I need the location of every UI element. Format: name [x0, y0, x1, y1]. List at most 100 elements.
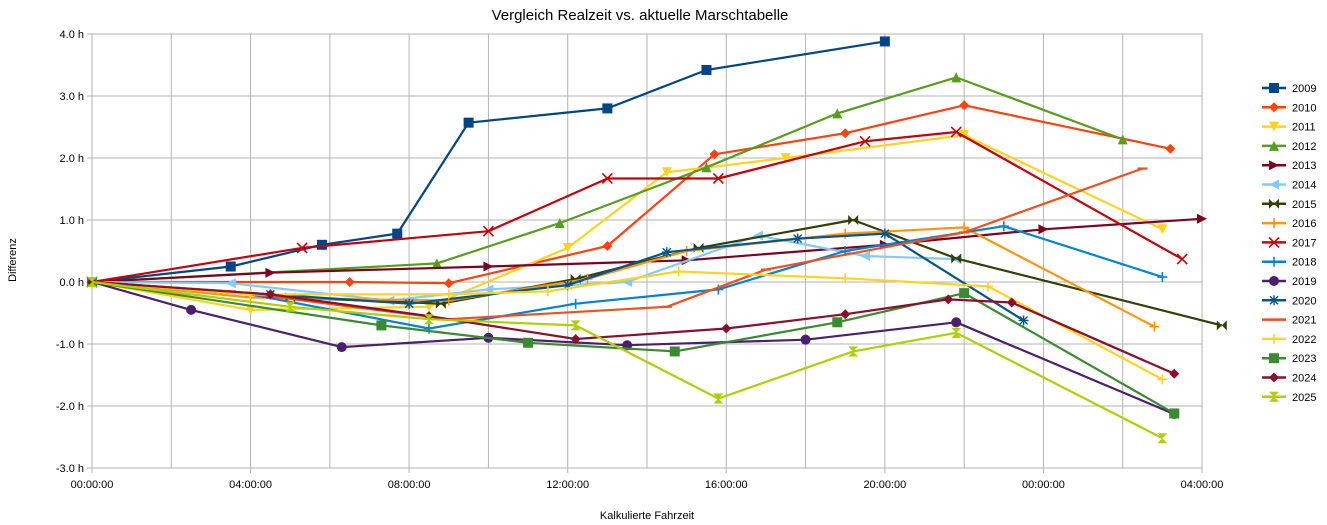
data-point — [879, 36, 890, 47]
data-point — [423, 314, 434, 320]
data-point-half — [423, 319, 434, 325]
data-point — [1197, 213, 1207, 224]
series-line — [91, 280, 1163, 440]
data-point — [1157, 374, 1168, 385]
data-point — [225, 278, 236, 289]
data-point — [296, 242, 308, 254]
data-point — [392, 228, 403, 239]
data-point — [840, 273, 851, 284]
data-point — [950, 126, 962, 138]
data-point — [982, 281, 993, 292]
legend-marker — [1269, 256, 1279, 267]
legend-marker-half — [1269, 396, 1279, 402]
data-point — [443, 278, 454, 289]
legend-entry: 2011 — [1262, 121, 1316, 134]
plot-area-border — [91, 33, 1203, 469]
data-point-half — [285, 306, 296, 312]
data-point — [87, 277, 97, 282]
data-point — [1149, 321, 1160, 332]
legend-marker — [1269, 140, 1279, 151]
legend-label: 2013 — [1292, 160, 1316, 172]
data-point — [753, 230, 763, 241]
x-axis-label: Kalkulierte Fahrzeit — [600, 510, 694, 522]
x-axis-ticks: 00:00:00 04:00:00 08:00:00 12:00:00 16:00:00… — [71, 468, 1224, 491]
legend-entry: 2012 — [1262, 140, 1316, 153]
legend-marker — [1269, 333, 1279, 344]
series-line — [91, 270, 1163, 381]
data-point — [265, 267, 276, 278]
legend-marker — [1269, 295, 1279, 306]
data-point — [800, 334, 811, 345]
data-point — [998, 221, 1009, 232]
data-point — [951, 317, 962, 328]
legend-entry: 2010 — [1262, 102, 1316, 114]
data-point-half — [853, 215, 859, 225]
y-tick-label: -2.0 h — [56, 401, 84, 413]
data-point — [542, 286, 553, 297]
data-point — [840, 309, 851, 320]
data-point — [570, 298, 581, 309]
data-point — [848, 215, 854, 225]
series-line — [91, 130, 1183, 284]
legend-entry: 2017 — [1262, 236, 1316, 249]
data-point — [562, 280, 573, 291]
y-tick-label: 2.0 h — [60, 153, 84, 165]
data-point — [721, 323, 732, 334]
data-point — [562, 242, 573, 253]
x-tick-label: 16:00:00 — [705, 479, 748, 491]
series-2009 — [87, 36, 890, 287]
series-2022 — [87, 266, 1168, 385]
data-point — [1006, 297, 1017, 308]
data-point — [959, 288, 970, 299]
data-point — [285, 301, 296, 307]
x-tick-label: 00:00:00 — [71, 479, 114, 491]
data-point — [554, 218, 565, 229]
data-point-half — [1157, 438, 1168, 444]
legend-marker — [1269, 83, 1279, 93]
series-line — [91, 280, 1175, 416]
legend-marker — [1269, 391, 1279, 397]
data-point-half — [848, 351, 859, 357]
data-point — [832, 108, 843, 119]
data-point — [570, 320, 581, 326]
legend-entry: 2016 — [1262, 218, 1316, 230]
data-point — [669, 346, 680, 357]
data-point-half — [713, 398, 724, 404]
legend-marker — [1269, 372, 1279, 383]
series-line — [91, 40, 886, 284]
x-tick-label: 08:00:00 — [388, 479, 431, 491]
data-point — [482, 225, 494, 237]
series-2025 — [87, 277, 1168, 444]
data-point — [570, 334, 581, 345]
data-point-half — [1221, 320, 1227, 331]
series-2017 — [86, 126, 1188, 288]
x-tick-label: 00:00:00 — [1022, 479, 1065, 491]
legend-label: 2012 — [1292, 141, 1316, 153]
x-tick-label: 04:00:00 — [1181, 479, 1224, 491]
data-point — [483, 284, 494, 295]
data-point — [860, 250, 871, 261]
legend-label: 2023 — [1292, 353, 1316, 365]
data-point-half — [951, 332, 962, 338]
legend-entry: 2022 — [1262, 334, 1316, 346]
legend-marker — [1268, 236, 1280, 248]
data-point — [661, 247, 672, 258]
legend-entry: 2019 — [1262, 276, 1316, 288]
x-tick-label: 20:00:00 — [863, 479, 906, 491]
legend-marker — [1269, 218, 1279, 229]
legend-label: 2009 — [1292, 83, 1316, 95]
data-point — [404, 298, 415, 309]
data-point — [673, 266, 684, 277]
legend-entry: 2014 — [1262, 179, 1316, 192]
legend: 2009 2010 2011 2012 2013 2014 2015 2016 2017 2018… — [1262, 83, 1316, 404]
data-point — [1216, 320, 1222, 331]
data-point — [1169, 368, 1180, 379]
data-point — [225, 261, 236, 272]
data-point — [431, 258, 442, 269]
data-point — [245, 289, 256, 300]
grid — [91, 33, 1203, 469]
series-line — [91, 225, 1163, 330]
series-2012 — [87, 72, 1128, 287]
data-point — [780, 153, 791, 163]
